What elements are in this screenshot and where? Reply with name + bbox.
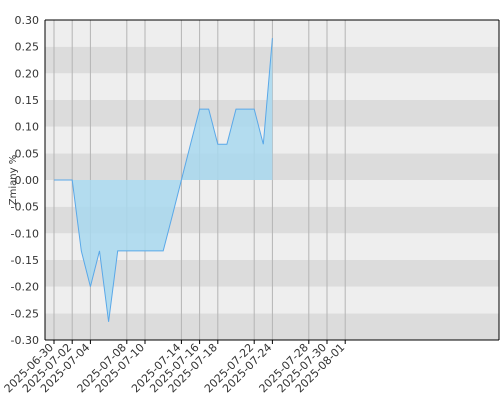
y-tick-label: -0.30 — [11, 334, 39, 347]
y-tick-label: 0.25 — [15, 41, 40, 54]
y-tick-label: 0.15 — [15, 94, 40, 107]
y-axis-label: Zmiany % — [8, 155, 19, 205]
y-tick-label: 0.10 — [15, 121, 40, 134]
y-tick-label: 0.00 — [15, 174, 40, 187]
y-tick-label: -0.05 — [11, 201, 39, 214]
x-tick-labels: 2025-06-302025-07-022025-07-042025-07-08… — [2, 340, 347, 395]
y-tick-label: -0.10 — [11, 227, 39, 240]
y-tick-label: 0.20 — [15, 67, 40, 80]
series-layer — [54, 38, 273, 322]
series-area-fill — [54, 38, 273, 322]
y-tick-label: 0.30 — [15, 14, 40, 27]
y-tick-label: -0.15 — [11, 254, 39, 267]
y-tick-label: -0.20 — [11, 281, 39, 294]
y-tick-label: 0.05 — [15, 147, 40, 160]
y-tick-labels: -0.30 -0.25 -0.20 -0.15 -0.10 -0.05 0.00 0.05 0.… — [11, 14, 39, 347]
y-tick-label: -0.25 — [11, 307, 39, 320]
series-line — [54, 38, 273, 322]
